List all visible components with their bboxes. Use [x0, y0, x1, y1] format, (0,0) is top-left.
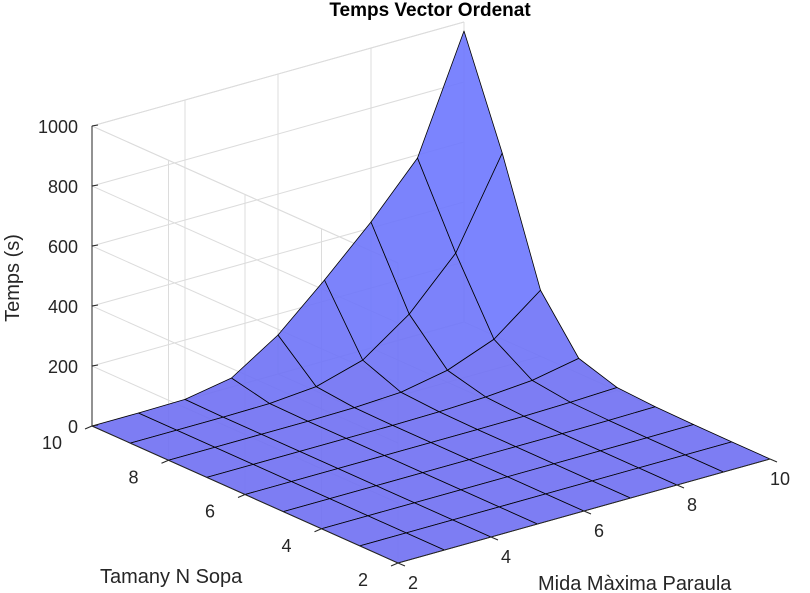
- z-tick-label: 600: [48, 237, 78, 257]
- wall-edge: [91, 21, 465, 127]
- x-tick-mark: [397, 562, 406, 567]
- z-tick-mark: [91, 184, 99, 187]
- y-tick-label: 8: [128, 467, 138, 487]
- y-tick-mark: [84, 425, 93, 430]
- z-tick-label: 1000: [38, 117, 78, 137]
- x-tick-label: 4: [501, 547, 511, 567]
- y-tick-mark: [237, 494, 246, 498]
- x-tick-label: 10: [770, 469, 790, 489]
- z-tick-label: 200: [48, 357, 78, 377]
- y-tick-mark: [390, 562, 399, 567]
- z-tick-label: 400: [48, 297, 78, 317]
- z-tick-mark: [91, 124, 99, 127]
- z-tick-mark: [91, 364, 99, 367]
- wall-edge: [91, 125, 399, 264]
- z-axis-label: Temps (s): [2, 234, 24, 322]
- z-tick-mark: [91, 424, 99, 427]
- y-tick-mark: [161, 459, 169, 464]
- tick-labels: 0 200 400 600 800 1000 2 4 6 8 10 2 4 6 8 10: [38, 117, 790, 593]
- y-tick-label: 4: [281, 536, 291, 556]
- x-tick-mark: [490, 536, 499, 541]
- z-tick-mark: [91, 304, 99, 307]
- x-tick-label: 6: [594, 521, 604, 541]
- y-tick-mark: [314, 528, 322, 533]
- x-tick-mark: [583, 510, 592, 515]
- z-tick-label: 0: [68, 417, 78, 437]
- y-tick-label: 2: [358, 570, 368, 590]
- x-tick-label: 8: [687, 495, 697, 515]
- z-tick-label: 800: [48, 177, 78, 197]
- x-tick-mark: [676, 484, 685, 489]
- surface: [91, 30, 771, 564]
- axes: [84, 124, 778, 567]
- chart-title: Temps Vector Ordenat: [329, 0, 531, 21]
- x-axis-label: Mida Màxima Paraula: [538, 573, 732, 593]
- y-tick-label: 10: [42, 433, 62, 453]
- y-tick-label: 6: [205, 502, 215, 522]
- z-tick-mark: [91, 244, 99, 247]
- x-tick-label: 2: [408, 573, 418, 593]
- y-axis-label: Tamany N Sopa: [100, 566, 243, 588]
- x-tick-mark: [769, 458, 778, 463]
